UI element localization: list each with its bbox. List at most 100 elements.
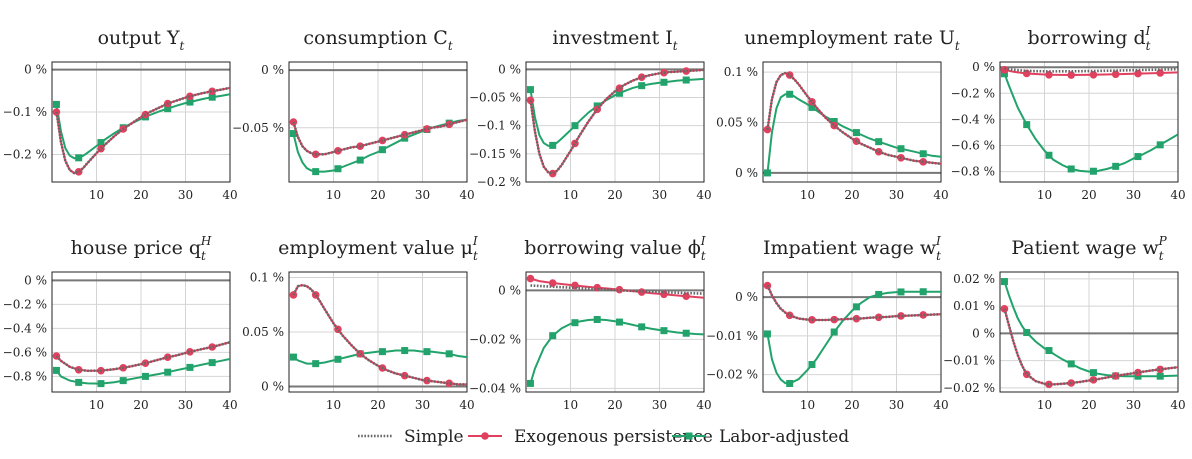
marker-exogenous	[74, 168, 83, 176]
marker-labor	[1156, 141, 1164, 149]
panel-9: Impatient wage wtI 10 20 30 40 0 % −0.01 % −0.0…	[706, 234, 949, 412]
marker-exogenous	[637, 288, 646, 296]
y-tick-label: 0.01 %	[953, 299, 995, 313]
marker-labor	[1000, 70, 1008, 78]
marker-labor	[830, 117, 838, 125]
y-tick-label: 0 %	[735, 166, 758, 180]
series-line-simple	[55, 340, 230, 373]
plot-frame	[762, 271, 942, 393]
marker-labor	[763, 330, 771, 338]
marker-labor	[289, 130, 297, 138]
marker-exogenous	[548, 169, 557, 178]
y-tick-label: −0.8 %	[3, 369, 47, 383]
marker-labor	[334, 355, 342, 363]
panel-title: unemployment rate Ut	[744, 27, 960, 53]
marker-exogenous	[445, 120, 454, 129]
x-tick-label: 30	[652, 188, 667, 202]
series-line-simple	[766, 71, 941, 166]
marker-exogenous	[1156, 69, 1164, 77]
x-tick-label: 10	[800, 398, 815, 412]
series-line-simple	[530, 284, 704, 295]
y-tick-label: 0 %	[498, 62, 521, 76]
marker-exogenous	[1134, 368, 1142, 377]
marker-labor	[897, 145, 905, 153]
marker-labor	[852, 303, 860, 311]
marker-labor	[808, 103, 816, 111]
marker-labor	[571, 122, 579, 130]
marker-labor	[208, 359, 216, 367]
y-tick-label: 0 %	[24, 273, 47, 287]
marker-labor	[164, 105, 172, 113]
marker-labor	[615, 89, 623, 97]
marker-labor	[97, 139, 105, 147]
panel-1: output Yt 10 20 30 40 0 % −0.1 % −0.2 %	[3, 27, 238, 202]
marker-labor	[208, 93, 216, 101]
marker-exogenous	[682, 292, 690, 301]
y-tick-label: −0.01 %	[943, 354, 995, 368]
plot-frame	[999, 61, 1179, 183]
marker-exogenous	[660, 290, 668, 299]
marker-exogenous	[1045, 70, 1053, 79]
x-tick-label: 30	[178, 188, 193, 202]
plot-frame	[288, 61, 468, 183]
y-tick-label: −0.1 %	[3, 105, 47, 119]
marker-exogenous	[400, 130, 409, 139]
legend-marker-labor	[685, 432, 693, 440]
marker-labor	[1067, 165, 1075, 173]
marker-labor	[786, 90, 794, 98]
marker-labor	[1023, 121, 1031, 129]
marker-exogenous	[897, 312, 905, 320]
marker-labor	[682, 76, 690, 84]
x-tick-label: 30	[889, 398, 904, 412]
marker-labor	[830, 328, 838, 336]
marker-labor	[638, 323, 646, 331]
legend-label-exogenous: Exogenous persistence	[514, 427, 713, 447]
y-tick-label: −0.2 %	[477, 175, 521, 189]
marker-labor	[119, 377, 127, 385]
x-tick-label: 40	[696, 188, 711, 202]
marker-labor	[423, 348, 431, 356]
marker-labor	[919, 288, 927, 296]
panel-title: consumption Ct	[303, 27, 452, 53]
panel-title: house price qtH	[71, 234, 212, 263]
x-tick-label: 40	[933, 398, 948, 412]
plot-frame	[525, 271, 705, 393]
marker-exogenous	[1089, 70, 1098, 79]
marker-labor	[1156, 372, 1164, 380]
series-line-simple	[1004, 67, 1178, 73]
y-tick-label: −0.8 %	[951, 165, 995, 179]
marker-labor	[786, 379, 794, 387]
x-tick-label: 10	[800, 188, 815, 202]
marker-labor	[763, 169, 771, 177]
marker-labor	[312, 360, 320, 368]
marker-labor	[334, 165, 342, 173]
plot-frame	[999, 271, 1179, 393]
plot-frame	[525, 61, 705, 183]
marker-labor	[75, 378, 83, 386]
y-tick-label: −0.02 %	[469, 332, 521, 346]
x-tick-label: 30	[178, 398, 193, 412]
x-tick-label: 10	[563, 398, 578, 412]
x-tick-label: 20	[370, 398, 385, 412]
series-line-simple	[292, 118, 467, 156]
marker-exogenous	[1022, 370, 1031, 379]
marker-labor	[97, 380, 105, 388]
x-tick-label: 10	[89, 188, 104, 202]
marker-exogenous	[1134, 69, 1142, 78]
marker-labor	[571, 319, 579, 327]
marker-labor	[615, 318, 623, 326]
x-tick-label: 30	[1126, 188, 1141, 202]
x-tick-label: 20	[133, 398, 148, 412]
marker-exogenous	[423, 125, 431, 133]
marker-labor	[526, 379, 534, 387]
marker-exogenous	[186, 348, 194, 356]
marker-labor	[897, 288, 905, 296]
y-tick-label: −0.2 %	[3, 297, 47, 311]
series-line-labor	[766, 93, 941, 174]
marker-labor	[186, 363, 194, 371]
y-tick-label: −0.15 %	[469, 147, 521, 161]
marker-labor	[378, 146, 386, 154]
marker-labor	[1134, 153, 1142, 161]
series-line-exogenous	[766, 72, 941, 165]
